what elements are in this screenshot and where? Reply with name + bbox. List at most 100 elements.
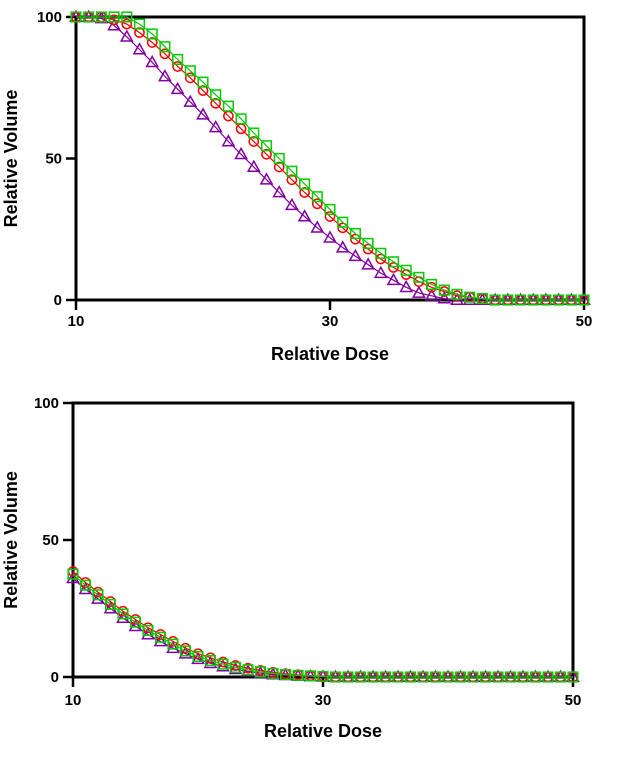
- y-tick-label: 100: [34, 395, 59, 412]
- x-axis-title: Relative Dose: [264, 721, 382, 741]
- square-marker: [349, 227, 361, 240]
- y-tick-label: 100: [37, 9, 62, 26]
- triangle-marker: [196, 107, 210, 120]
- y-tick-label: 50: [45, 151, 62, 168]
- x-tick-label: 50: [576, 313, 593, 330]
- square-marker: [133, 18, 146, 30]
- square-marker: [565, 294, 577, 306]
- circle-marker: [324, 211, 336, 222]
- square-marker: [540, 294, 552, 306]
- square-marker: [567, 671, 579, 683]
- triangle-marker: [272, 185, 287, 198]
- x-tick-label: 10: [68, 313, 85, 330]
- x-axis-title: Relative Dose: [271, 344, 389, 364]
- square-marker: [379, 671, 392, 683]
- square-marker: [442, 671, 454, 683]
- circle-marker: [273, 161, 285, 173]
- square-marker: [192, 650, 204, 662]
- square-marker: [235, 113, 247, 125]
- square-marker: [542, 671, 554, 683]
- plot-frame: [74, 15, 586, 302]
- triangle-marker: [310, 220, 325, 233]
- triangle-marker: [234, 146, 248, 160]
- square-marker: [454, 671, 467, 683]
- circle-marker: [388, 262, 399, 273]
- triangle-marker: [191, 651, 205, 665]
- triangle-curve-line: [76, 16, 584, 301]
- triangle-marker: [91, 591, 105, 604]
- triangle-marker: [348, 248, 363, 262]
- square-marker: [248, 127, 260, 139]
- square-marker: [324, 203, 336, 215]
- circle-marker: [248, 136, 260, 147]
- bottom-chart-canvas: 0 50 100 10 30 50 Relative Dose Relative Volume: [1, 395, 582, 741]
- triangle-marker: [462, 292, 477, 305]
- square-marker: [517, 671, 529, 683]
- circle-marker: [286, 174, 298, 186]
- series-triangle-curve: [69, 9, 591, 305]
- square-marker: [83, 11, 95, 23]
- square-marker: [514, 294, 527, 306]
- y-axis-title: Relative Volume: [1, 90, 21, 228]
- circle-marker: [197, 85, 209, 96]
- square-marker: [429, 671, 442, 683]
- square-marker: [400, 264, 412, 276]
- square-marker: [129, 616, 142, 628]
- square-marker: [529, 671, 542, 683]
- square-marker: [304, 670, 317, 682]
- triangle-marker: [158, 69, 172, 82]
- square-marker: [279, 668, 292, 681]
- square-marker: [267, 667, 279, 679]
- triangle-marker: [437, 291, 452, 304]
- square-marker: [286, 165, 298, 177]
- square-marker: [367, 671, 379, 683]
- square-marker: [104, 598, 117, 610]
- y-tick-label: 0: [51, 669, 59, 686]
- square-marker: [154, 631, 167, 643]
- square-marker: [222, 100, 234, 112]
- square-marker: [553, 294, 565, 306]
- square-marker: [451, 288, 463, 300]
- triangle-marker: [412, 285, 426, 298]
- triangle-marker: [373, 265, 388, 279]
- triangle-marker: [153, 634, 168, 647]
- triangle-marker: [208, 120, 223, 133]
- triangle-marker: [386, 272, 401, 286]
- circle-marker: [261, 148, 272, 160]
- x-tick-label: 30: [315, 692, 332, 709]
- triangle-marker: [128, 618, 143, 632]
- circle-marker: [184, 72, 196, 84]
- square-marker: [197, 76, 209, 88]
- series-circle-curve: [70, 11, 590, 306]
- square-marker: [392, 671, 404, 683]
- triangle-marker: [335, 240, 350, 253]
- x-tick-label: 50: [565, 692, 582, 709]
- square-marker: [121, 11, 133, 23]
- circle-curve-line: [72, 571, 573, 678]
- square-marker: [404, 671, 417, 683]
- triangle-marker: [399, 279, 414, 293]
- series-square-curve: [67, 568, 579, 683]
- square-marker: [527, 294, 539, 306]
- square-marker: [273, 152, 285, 165]
- triangle-marker: [78, 581, 93, 595]
- circle-marker: [210, 97, 222, 109]
- square-marker: [476, 293, 488, 305]
- triangle-marker: [107, 18, 121, 31]
- triangle-marker: [246, 159, 261, 172]
- square-marker: [362, 237, 374, 249]
- square-marker: [554, 671, 567, 683]
- series-circle-curve: [67, 566, 579, 683]
- square-marker: [159, 41, 171, 53]
- circle-marker: [375, 253, 387, 265]
- triangle-marker: [361, 257, 375, 270]
- square-marker: [79, 579, 92, 591]
- square-marker: [95, 11, 107, 23]
- square-marker: [146, 28, 158, 40]
- triangle-marker: [170, 81, 185, 95]
- square-marker: [70, 11, 82, 23]
- y-tick-label: 0: [54, 292, 62, 309]
- square-marker: [438, 284, 450, 296]
- triangle-marker: [221, 134, 236, 147]
- square-marker: [387, 256, 400, 268]
